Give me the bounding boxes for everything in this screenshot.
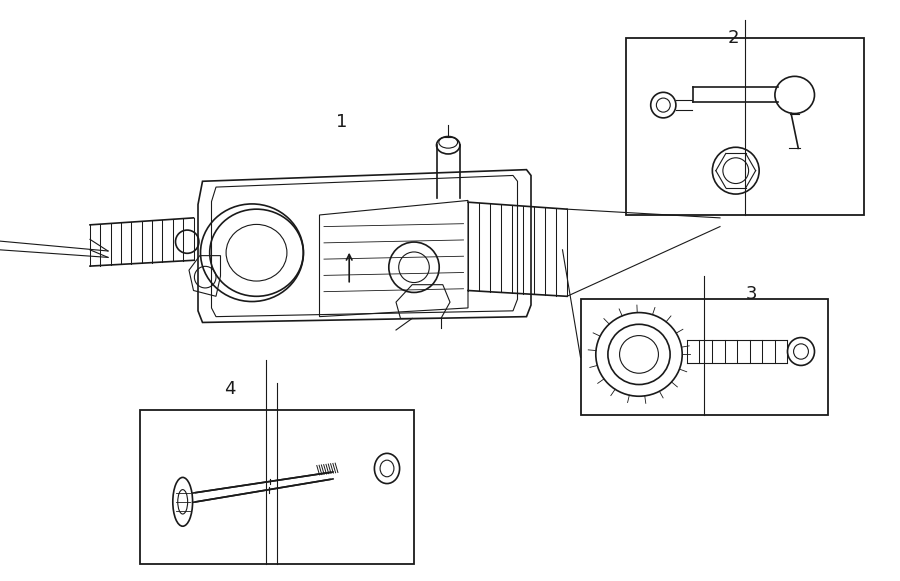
Text: 3: 3	[746, 285, 757, 303]
Text: 4: 4	[224, 381, 235, 398]
Bar	[140, 410, 414, 564]
Bar	[626, 38, 864, 215]
Bar	[580, 299, 828, 415]
Text: 1: 1	[337, 113, 347, 131]
Text: 2: 2	[728, 29, 739, 47]
